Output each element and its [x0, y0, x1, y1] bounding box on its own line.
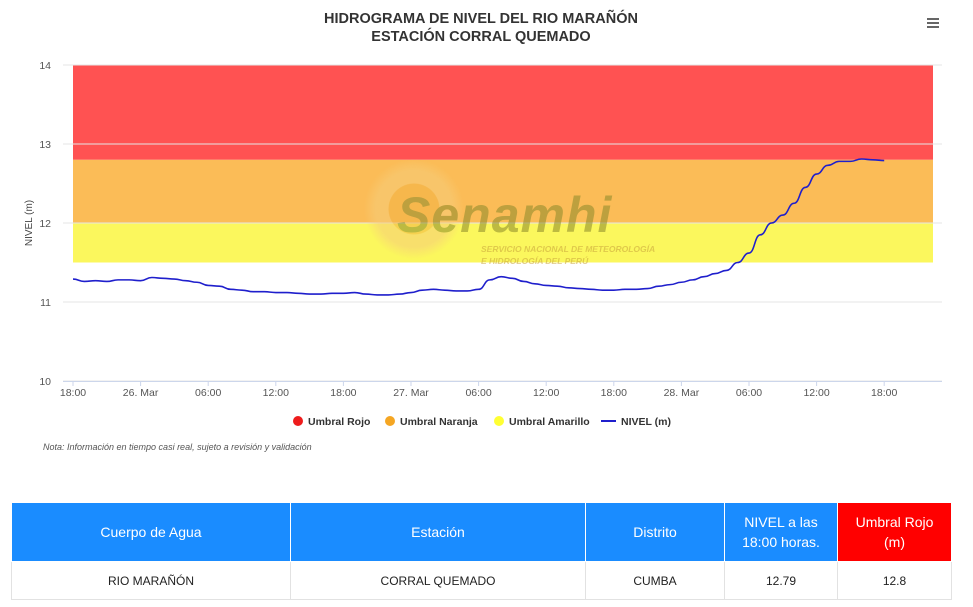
legend-marker-0 [293, 416, 303, 426]
grid-lines [63, 64, 942, 382]
x-tick-label-4: 18:00 [330, 387, 356, 399]
table-row: RIO MARAÑÓN CORRAL QUEMADO CUMBA 12.79 1… [11, 561, 952, 600]
watermark-brand: Senamhi [397, 187, 613, 243]
cell-estacion: CORRAL QUEMADO [290, 561, 586, 600]
cell-distrito: CUMBA [585, 561, 725, 600]
hydrograph-chart: 10 11 12 13 14 18:00 26. Mar 06:00 12:00 18:00 27… [24, 60, 942, 428]
y-tick-label-1: 11 [40, 297, 51, 309]
legend-label-2: Umbral Amarillo [509, 416, 590, 428]
y-tick-label-0: 10 [39, 376, 51, 388]
cell-cuerpo-de-agua: RIO MARAÑÓN [11, 561, 291, 600]
band-1 [73, 159, 933, 223]
y-tick-label-3: 13 [39, 139, 51, 151]
x-tick-label-3: 12:00 [263, 387, 289, 399]
header-umbral-rojo: Umbral Rojo (m) [837, 502, 952, 562]
table-header-row: Cuerpo de Agua Estación Distrito NIVEL a… [11, 502, 952, 562]
x-tick-label-8: 18:00 [601, 387, 627, 399]
senamhi-watermark-logo: Senamhi SERVICIO NACIONAL DE METEOROLOGÍ… [355, 150, 665, 280]
watermark-subtitle-2: E HIDROLOGÍA DEL PERÚ [481, 256, 589, 266]
cell-umbral-rojo: 12.8 [837, 561, 952, 600]
legend-label-3: NIVEL (m) [621, 416, 671, 428]
y-axis-ticks: 10 11 12 13 14 [39, 60, 51, 388]
x-tick-label-6: 06:00 [465, 387, 491, 399]
band-2 [73, 223, 933, 263]
band-0 [73, 65, 933, 160]
watermark-subtitle-1: SERVICIO NACIONAL DE METEOROLOGÍA [481, 244, 656, 254]
y-tick-label-4: 14 [39, 60, 51, 72]
x-tick-label-0: 18:00 [60, 387, 86, 399]
chart-note: Nota: Información en tiempo casi real, s… [43, 442, 312, 452]
chart-title-line2: ESTACIÓN CORRAL QUEMADO [371, 29, 591, 45]
station-info-table: Cuerpo de Agua Estación Distrito NIVEL a… [11, 502, 952, 600]
legend-marker-2 [494, 416, 504, 426]
header-nivel: NIVEL a las 18:00 horas. [724, 502, 838, 562]
series-layer [72, 158, 885, 296]
x-tick-label-7: 12:00 [533, 387, 559, 399]
legend-label-1: Umbral Naranja [400, 416, 478, 428]
x-axis-ticks: 18:00 26. Mar 06:00 12:00 18:00 27. Mar 06:00 1… [60, 381, 897, 399]
x-tick-label-2: 06:00 [195, 387, 221, 399]
x-tick-label-12: 18:00 [871, 387, 897, 399]
x-tick-label-9: 28. Mar [664, 387, 700, 399]
series-line-0 [72, 158, 885, 296]
legend-marker-1 [385, 416, 395, 426]
sun-logo-icon [355, 150, 473, 268]
hamburger-menu-icon[interactable] [922, 14, 944, 32]
header-estacion: Estación [290, 502, 586, 562]
header-cuerpo-de-agua: Cuerpo de Agua [11, 502, 291, 562]
x-tick-label-1: 26. Mar [123, 387, 159, 399]
legend-label-0: Umbral Rojo [308, 416, 370, 428]
x-tick-label-5: 27. Mar [393, 387, 429, 399]
y-tick-label-2: 12 [39, 218, 51, 230]
chart-title-line1: HIDROGRAMA DE NIVEL DEL RIO MARAÑÓN [324, 11, 638, 27]
x-tick-label-11: 12:00 [803, 387, 829, 399]
header-distrito: Distrito [585, 502, 725, 562]
cell-nivel: 12.79 [724, 561, 838, 600]
y-axis-label: NIVEL (m) [24, 200, 35, 246]
legend: Umbral Rojo Umbral Naranja Umbral Amarillo… [293, 416, 671, 428]
x-tick-label-10: 06:00 [736, 387, 762, 399]
chart-title: HIDROGRAMA DE NIVEL DEL RIO MARAÑÓN ESTA… [0, 10, 962, 46]
